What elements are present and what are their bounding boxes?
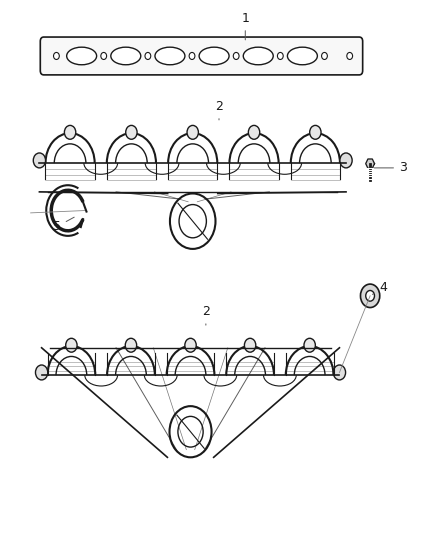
Circle shape [233,52,239,60]
Circle shape [126,125,137,139]
Ellipse shape [243,47,273,65]
Text: 1: 1 [241,12,249,40]
Circle shape [187,125,198,139]
Circle shape [35,365,48,380]
Circle shape [189,52,195,60]
Circle shape [64,125,76,139]
Text: 5: 5 [53,217,74,233]
Circle shape [277,52,283,60]
Ellipse shape [111,47,141,65]
Circle shape [53,52,59,60]
Text: 4: 4 [372,281,387,294]
Circle shape [360,284,380,308]
Ellipse shape [67,47,97,65]
Circle shape [33,153,46,168]
Circle shape [170,193,215,249]
Circle shape [178,416,203,447]
Text: 2: 2 [202,305,210,325]
Ellipse shape [155,47,185,65]
Circle shape [170,406,212,457]
Circle shape [248,125,260,139]
Circle shape [310,125,321,139]
Circle shape [340,153,352,168]
Ellipse shape [199,47,229,65]
Circle shape [244,338,256,352]
Circle shape [125,338,137,352]
Text: 3: 3 [373,161,407,174]
Circle shape [145,52,151,60]
Ellipse shape [287,47,318,65]
FancyBboxPatch shape [40,37,363,75]
Circle shape [347,52,353,60]
Circle shape [179,205,206,238]
Circle shape [66,338,77,352]
Circle shape [321,52,327,60]
Circle shape [101,52,106,60]
Circle shape [366,290,374,301]
Polygon shape [366,159,374,168]
Circle shape [304,338,315,352]
Circle shape [185,338,196,352]
Circle shape [333,365,346,380]
Text: 2: 2 [215,100,223,120]
